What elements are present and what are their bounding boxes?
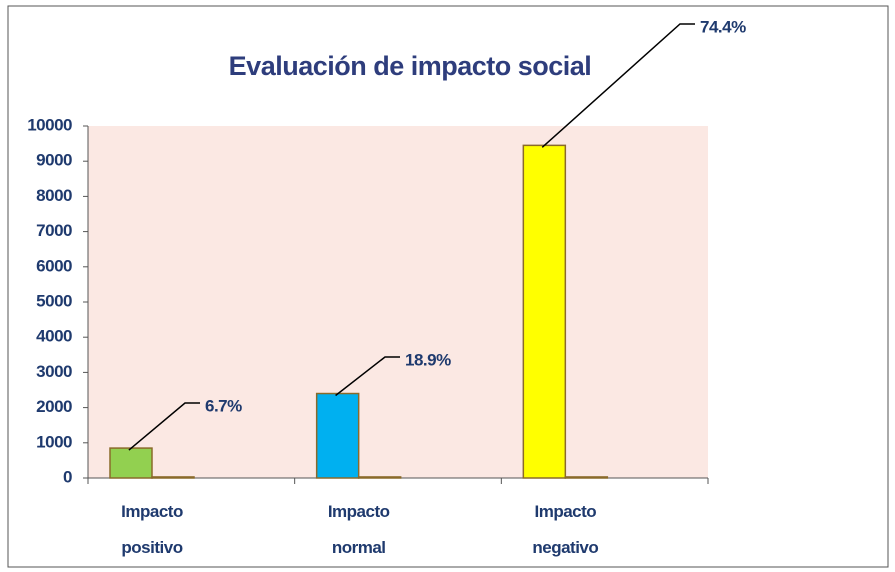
data-label: 6.7% — [205, 396, 242, 415]
data-label: 74.4% — [700, 17, 746, 36]
y-tick-label: 2000 — [36, 397, 72, 416]
y-tick-label: 8000 — [36, 186, 72, 205]
x-tick-label: Impacto normal — [328, 502, 390, 557]
leader-line — [335, 356, 400, 397]
bar — [109, 447, 153, 479]
x-tick-label: Impacto positivo — [121, 502, 183, 557]
x-tick-label: Impacto negativo — [532, 502, 598, 557]
leader-line — [128, 402, 200, 451]
bar — [564, 476, 609, 479]
plot-area — [88, 126, 708, 478]
y-tick-label: 4000 — [36, 327, 72, 346]
y-tick-label: 6000 — [36, 256, 72, 275]
bar — [315, 392, 360, 479]
y-tick-label: 5000 — [36, 291, 72, 310]
chart-title: Evaluación de impacto social — [229, 51, 592, 81]
y-tick-label: 9000 — [36, 151, 72, 170]
bar — [522, 144, 567, 479]
leader-line — [541, 23, 695, 148]
y-tick-label: 1000 — [36, 432, 72, 451]
bar — [357, 476, 402, 479]
y-tick-label: 7000 — [36, 221, 72, 240]
y-tick-label: 0 — [63, 467, 72, 486]
data-label: 18.9% — [405, 350, 451, 369]
y-tick-label: 10000 — [27, 115, 72, 134]
bar — [151, 476, 195, 479]
y-tick-label: 3000 — [36, 362, 72, 381]
